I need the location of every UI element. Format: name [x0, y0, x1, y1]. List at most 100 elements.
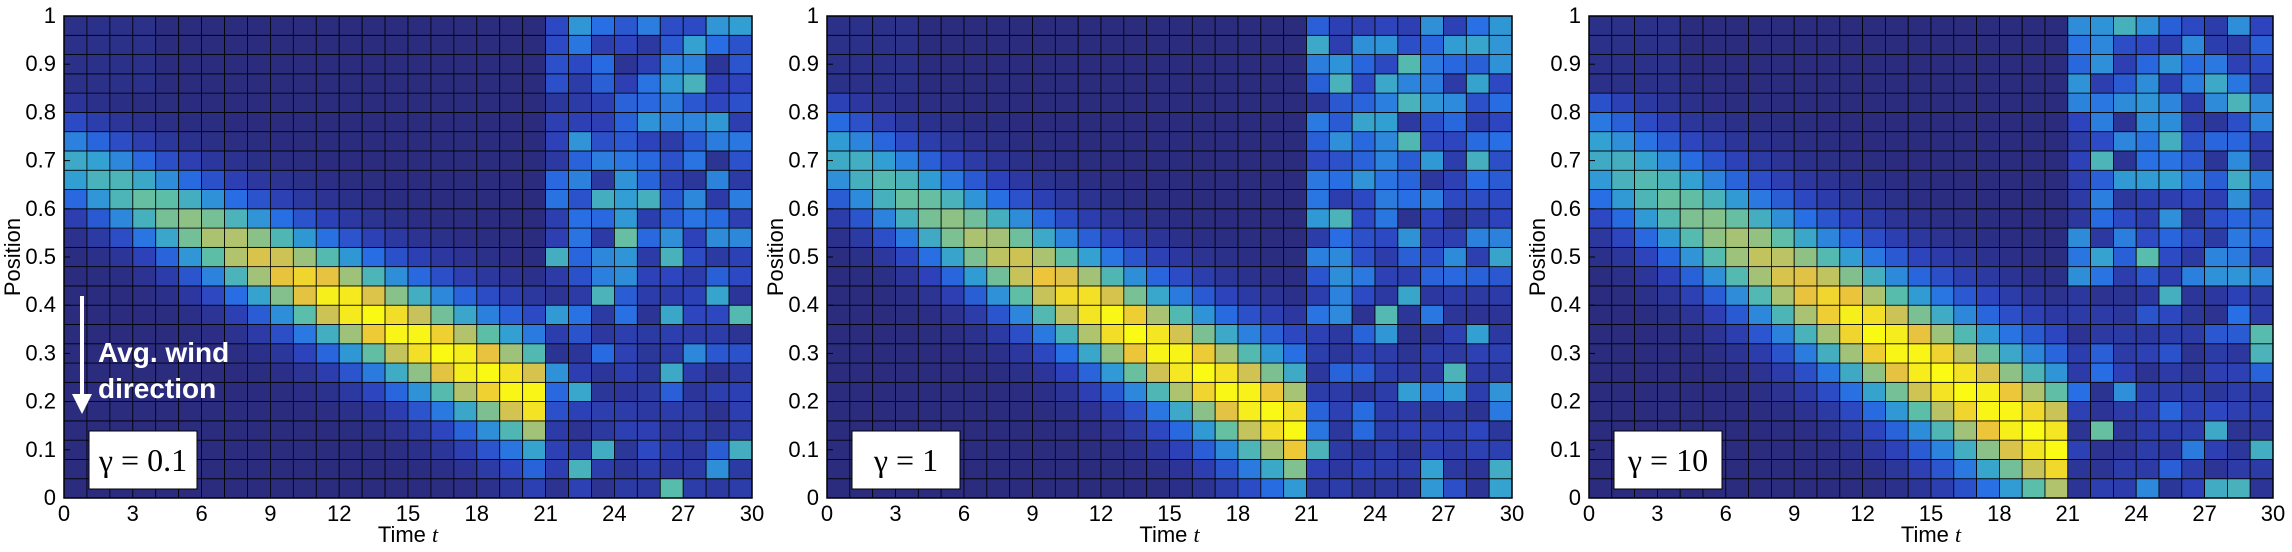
- heatmap-cell: [2181, 54, 2206, 75]
- heatmap-cell: [2112, 189, 2137, 210]
- heatmap-cell: [1679, 285, 1704, 306]
- heatmap-cell: [728, 324, 753, 345]
- heatmap-cell: [430, 304, 455, 325]
- heatmap-cell: [2067, 478, 2092, 499]
- heatmap-cell: [476, 401, 501, 422]
- heatmap-cell: [1146, 150, 1170, 171]
- heatmap-cell: [1054, 343, 1079, 364]
- y-tick-label: 0.3: [788, 340, 819, 365]
- heatmap-cell: [963, 112, 988, 133]
- heatmap-cell: [2158, 459, 2183, 480]
- heatmap-cell: [728, 459, 753, 480]
- heatmap-cell: [1306, 189, 1330, 210]
- heatmap-cell: [384, 266, 409, 287]
- heatmap-cell: [2204, 189, 2228, 210]
- heatmap-cell: [1657, 362, 1681, 383]
- heatmap-cell: [384, 73, 409, 94]
- heatmap-cell: [1191, 343, 1216, 364]
- heatmap-cell: [1976, 169, 2000, 190]
- heatmap-cell: [1488, 439, 1513, 460]
- heatmap-cell: [1816, 459, 1841, 480]
- heatmap-cell: [361, 92, 386, 113]
- heatmap-cell: [1169, 401, 1193, 422]
- heatmap-cell: [1816, 266, 1841, 287]
- heatmap-cell: [2044, 131, 2069, 152]
- x-tick-label: 0: [1583, 501, 1595, 526]
- heatmap-cell: [1351, 34, 1376, 55]
- heatmap-cell: [2226, 112, 2251, 133]
- y-tick-label: 0.9: [788, 51, 819, 76]
- heatmap-cell: [2158, 401, 2183, 422]
- heatmap-cell: [292, 131, 317, 152]
- heatmap-cell: [1032, 227, 1056, 248]
- heatmap-cell: [986, 478, 1011, 499]
- heatmap-cell: [1465, 189, 1490, 210]
- heatmap-cell: [940, 324, 965, 345]
- heatmap-cell: [2226, 92, 2251, 113]
- heatmap-cell: [522, 54, 547, 75]
- heatmap-cell: [659, 227, 684, 248]
- heatmap-cell: [1100, 54, 1125, 75]
- heatmap-cell: [2249, 381, 2274, 403]
- heatmap-cell: [1351, 189, 1376, 210]
- heatmap-cell: [1420, 401, 1444, 422]
- heatmap-cell: [1191, 266, 1216, 287]
- heatmap-cell: [476, 34, 501, 55]
- heatmap-cell: [895, 304, 919, 325]
- heatmap-cell: [2181, 73, 2206, 94]
- heatmap-cell: [1976, 343, 2000, 364]
- heatmap-cell: [1237, 34, 1262, 55]
- heatmap-cell: [453, 131, 478, 152]
- heatmap-cell: [1999, 401, 2023, 422]
- heatmap-cell: [1146, 189, 1170, 210]
- heatmap-cell: [705, 362, 730, 383]
- heatmap-cell: [1885, 15, 1909, 36]
- heatmap-cell: [1420, 189, 1444, 210]
- heatmap-cell: [1725, 362, 1750, 383]
- heatmap-cell: [986, 420, 1011, 441]
- heatmap-cell: [1679, 227, 1704, 248]
- heatmap-cell: [361, 208, 386, 229]
- heatmap-cell: [1328, 208, 1353, 229]
- heatmap-cell: [682, 112, 707, 133]
- heatmap-cell: [986, 150, 1011, 171]
- heatmap-cell: [1771, 208, 1795, 229]
- heatmap-cell: [1100, 439, 1125, 460]
- heatmap-cell: [1306, 343, 1330, 364]
- heatmap-cell: [940, 34, 965, 55]
- heatmap-cell: [2249, 343, 2274, 364]
- heatmap-cell: [2021, 169, 2046, 190]
- heatmap-cell: [2249, 208, 2274, 229]
- heatmap-cell: [963, 150, 988, 171]
- heatmap-cell: [1283, 73, 1307, 94]
- heatmap-cell: [1611, 304, 1636, 325]
- heatmap-cell: [1283, 459, 1307, 480]
- x-tick-label: 30: [2261, 501, 2285, 526]
- heatmap-cell: [1907, 266, 1932, 287]
- heatmap-cell: [2158, 54, 2183, 75]
- heatmap-cell: [430, 73, 455, 94]
- heatmap-cell: [1054, 34, 1079, 55]
- heatmap-cell: [1146, 343, 1170, 364]
- heatmap-cell: [86, 227, 111, 248]
- heatmap-cell: [1793, 169, 1818, 190]
- heatmap-cell: [1930, 343, 1955, 364]
- heatmap-cell: [1976, 246, 2000, 268]
- heatmap-cell: [849, 381, 874, 403]
- heatmap-cell: [1488, 15, 1513, 36]
- heatmap-cell: [591, 54, 615, 75]
- heatmap-cell: [361, 169, 386, 190]
- heatmap-cell: [1397, 54, 1422, 75]
- heatmap-cell: [1100, 324, 1125, 345]
- heatmap-cell: [1351, 439, 1376, 460]
- heatmap-cell: [917, 150, 942, 171]
- heatmap-cell: [2226, 381, 2251, 403]
- heatmap-cell: [1930, 439, 1955, 460]
- heatmap-cell: [338, 54, 363, 75]
- heatmap-cell: [1839, 304, 1864, 325]
- heatmap-cell: [636, 208, 661, 229]
- heatmap-cell: [728, 73, 753, 94]
- heatmap-cell: [1885, 54, 1909, 75]
- heatmap-cell: [1748, 73, 1772, 94]
- heatmap-cell: [1146, 131, 1170, 152]
